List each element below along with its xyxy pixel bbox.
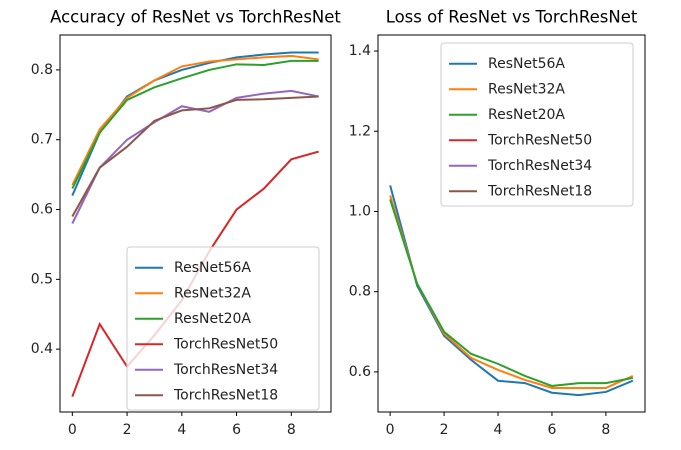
y-tick-label: 0.8: [349, 284, 371, 300]
series-line: [71, 95, 319, 218]
x-tick-label: 2: [440, 422, 449, 438]
legend-label: ResNet56A: [488, 56, 565, 72]
x-tick-label: 8: [601, 422, 610, 438]
y-tick-label: 0.6: [349, 364, 371, 380]
legend-box: [440, 42, 634, 207]
x-tick-label: 6: [547, 422, 556, 438]
legend-label: TorchResNet34: [487, 158, 592, 174]
x-tick-label: 4: [177, 422, 186, 438]
y-tick-label: 0.4: [31, 341, 53, 357]
y-tick-label: 0.8: [31, 62, 53, 78]
y-tick-label: 1.2: [349, 123, 371, 139]
y-tick-label: 0.7: [31, 132, 53, 148]
legend-label: ResNet56A: [174, 260, 251, 276]
legend-label: TorchResNet18: [173, 387, 278, 403]
legend-label: ResNet32A: [174, 285, 251, 301]
y-tick-label: 0.5: [31, 271, 53, 287]
x-tick-label: 0: [386, 422, 395, 438]
series-line: [389, 199, 634, 387]
legend-label: ResNet32A: [488, 81, 565, 97]
legend-label: TorchResNet50: [173, 336, 278, 352]
series-line: [71, 54, 319, 186]
legend-box: [126, 246, 320, 411]
x-tick-label: 6: [232, 422, 241, 438]
series-line: [71, 59, 319, 190]
x-tick-label: 2: [123, 422, 132, 438]
y-tick-label: 1.0: [349, 203, 371, 219]
y-tick-label: 1.4: [349, 43, 371, 59]
legend-label: TorchResNet34: [173, 362, 278, 378]
axes-frame: [59, 34, 332, 413]
series-line: [71, 89, 319, 224]
series-line: [389, 185, 634, 397]
x-tick-label: 4: [494, 422, 503, 438]
axes-frame: [377, 34, 646, 413]
y-tick-label: 0.6: [31, 202, 53, 218]
x-tick-label: 0: [68, 422, 77, 438]
chart-title: Loss of ResNet vs TorchResNet: [386, 8, 638, 27]
series-line: [389, 195, 634, 389]
legend: ResNet56A ResNet32A ResNet20A TorchResNet50…: [126, 246, 320, 411]
legend-label: TorchResNet18: [487, 183, 592, 199]
chart-title: Accuracy of ResNet vs TorchResNet: [50, 8, 341, 27]
legend: ResNet56A ResNet32A ResNet20A TorchResNet50…: [440, 42, 634, 207]
legend-label: ResNet20A: [174, 311, 251, 327]
x-tick-label: 8: [287, 422, 296, 438]
legend-label: ResNet20A: [488, 107, 565, 123]
legend-label: TorchResNet50: [487, 132, 592, 148]
